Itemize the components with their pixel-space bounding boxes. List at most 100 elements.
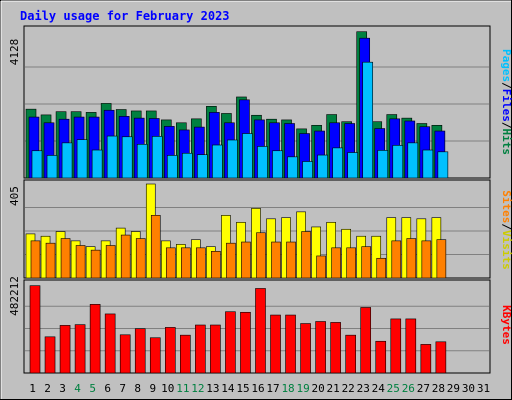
x-tick-label-3: 3 — [59, 382, 66, 395]
bar-visits-sites-4 — [75, 245, 86, 279]
legend-hits: Pages/Files/Hits — [500, 49, 512, 155]
bar-hits-pages-12 — [197, 154, 208, 179]
bar-hits-pages-16 — [257, 146, 268, 179]
x-tick-label-9: 9 — [149, 382, 156, 395]
x-tick-label-13: 13 — [206, 382, 219, 395]
bar-visits-sites-23 — [361, 246, 372, 279]
bar-kbytes-kbytes-9 — [149, 337, 161, 374]
bar-kbytes-kbytes-28 — [435, 341, 447, 374]
bar-kbytes-kbytes-21 — [330, 322, 341, 374]
bar-hits-pages-1 — [31, 150, 43, 179]
bar-hits-pages-8 — [136, 143, 148, 179]
bar-hits-pages-17 — [272, 150, 283, 179]
bar-visits-sites-1 — [30, 240, 41, 279]
x-tick-label-4: 4 — [74, 382, 81, 395]
panel-kbytes: 482212 KBytes — [8, 276, 512, 374]
x-tick-label-8: 8 — [134, 382, 141, 395]
bar-hits-pages-26 — [407, 142, 419, 179]
bar-kbytes-kbytes-5 — [89, 304, 101, 374]
bar-hits-pages-4 — [76, 139, 88, 179]
bar-hits-pages-15 — [242, 133, 253, 179]
x-tick-label-2: 2 — [44, 382, 51, 395]
x-tick-label-24: 24 — [372, 382, 386, 395]
x-tick-label-10: 10 — [161, 382, 174, 395]
bar-kbytes-kbytes-22 — [345, 334, 356, 374]
legend-visits: Sites/Visits — [500, 190, 512, 270]
bar-visits-sites-21 — [331, 247, 341, 279]
x-tick-label-30: 30 — [462, 382, 475, 395]
bar-hits-pages-13 — [212, 144, 223, 179]
bar-kbytes-kbytes-17 — [270, 314, 281, 374]
bar-visits-sites-16 — [256, 232, 266, 279]
x-tick-label-14: 14 — [221, 382, 235, 395]
bar-visits-sites-3 — [60, 238, 71, 279]
bar-visits-sites-17 — [271, 241, 281, 279]
bar-hits-pages-9 — [151, 136, 163, 179]
x-tick-label-29: 29 — [447, 382, 460, 395]
bar-kbytes-kbytes-15 — [240, 311, 251, 374]
bar-kbytes-kbytes-23 — [360, 307, 372, 374]
bar-hits-pages-14 — [227, 139, 238, 179]
legend-separator: / — [500, 223, 512, 230]
x-tick-label-18: 18 — [281, 382, 294, 395]
legend-separator: / — [500, 122, 512, 129]
bar-hits-pages-11 — [182, 152, 193, 179]
x-tick-label-17: 17 — [266, 382, 279, 395]
legend-visits: Visits — [500, 230, 512, 270]
bar-visits-visits-24 — [371, 235, 382, 279]
x-tick-label-7: 7 — [119, 382, 126, 395]
x-tick-label-31: 31 — [477, 382, 490, 395]
x-tick-label-20: 20 — [312, 382, 325, 395]
bar-kbytes-kbytes-13 — [210, 324, 221, 374]
bar-kbytes-kbytes-18 — [285, 314, 296, 374]
x-tick-label-15: 15 — [236, 382, 249, 395]
bar-hits-pages-21 — [332, 147, 343, 179]
bar-hits-pages-10 — [166, 155, 178, 179]
bar-hits-pages-6 — [106, 135, 118, 179]
bar-visits-sites-10 — [165, 247, 176, 279]
x-tick-label-28: 28 — [432, 382, 445, 395]
bar-visits-sites-25 — [391, 240, 402, 279]
bar-hits-pages-3 — [61, 142, 73, 179]
bar-visits-sites-13 — [211, 251, 221, 279]
bar-hits-pages-22 — [347, 152, 358, 179]
bar-kbytes-kbytes-6 — [104, 313, 116, 374]
bar-kbytes-kbytes-20 — [315, 321, 326, 374]
bar-visits-sites-7 — [120, 234, 131, 279]
bar-visits-sites-18 — [286, 241, 296, 279]
bar-hits-pages-7 — [121, 136, 133, 179]
bar-visits-sites-8 — [135, 238, 146, 279]
bar-kbytes-kbytes-2 — [44, 336, 56, 374]
legend-sites: Sites — [500, 190, 512, 223]
x-tick-label-16: 16 — [251, 382, 264, 395]
bar-hits-pages-2 — [46, 155, 58, 179]
bar-visits-sites-28 — [436, 239, 447, 279]
bar-hits-pages-19 — [302, 161, 313, 179]
bar-kbytes-kbytes-11 — [180, 334, 191, 374]
bar-visits-sites-9 — [150, 215, 161, 279]
bar-hits-pages-23 — [362, 61, 374, 179]
panel-hits: 4128 Pages/Files/Hits — [8, 25, 512, 179]
bar-hits-pages-5 — [91, 149, 103, 179]
bar-hits-pages-18 — [287, 156, 298, 179]
x-tick-label-27: 27 — [417, 382, 430, 395]
legend-pages: Pages — [500, 49, 512, 82]
bar-kbytes-kbytes-16 — [255, 288, 266, 374]
x-tick-label-1: 1 — [29, 382, 36, 395]
legend-kbytes: KBytes — [500, 305, 512, 345]
legend-files: Files — [500, 89, 512, 122]
x-tick-label-12: 12 — [191, 382, 204, 395]
bar-visits-sites-15 — [241, 241, 251, 279]
chart-title: Daily usage for February 2023 — [20, 9, 230, 23]
bar-kbytes-kbytes-10 — [164, 327, 176, 374]
bar-visits-sites-11 — [181, 247, 191, 279]
bar-kbytes-kbytes-4 — [74, 324, 86, 374]
bar-visits-sites-24 — [376, 257, 387, 279]
x-tick-label-19: 19 — [296, 382, 309, 395]
bar-visits-sites-22 — [346, 247, 356, 279]
x-tick-label-21: 21 — [327, 382, 340, 395]
bar-kbytes-kbytes-1 — [29, 285, 41, 374]
x-tick-label-22: 22 — [342, 382, 355, 395]
ymax-label-hits: 4128 — [8, 39, 21, 66]
